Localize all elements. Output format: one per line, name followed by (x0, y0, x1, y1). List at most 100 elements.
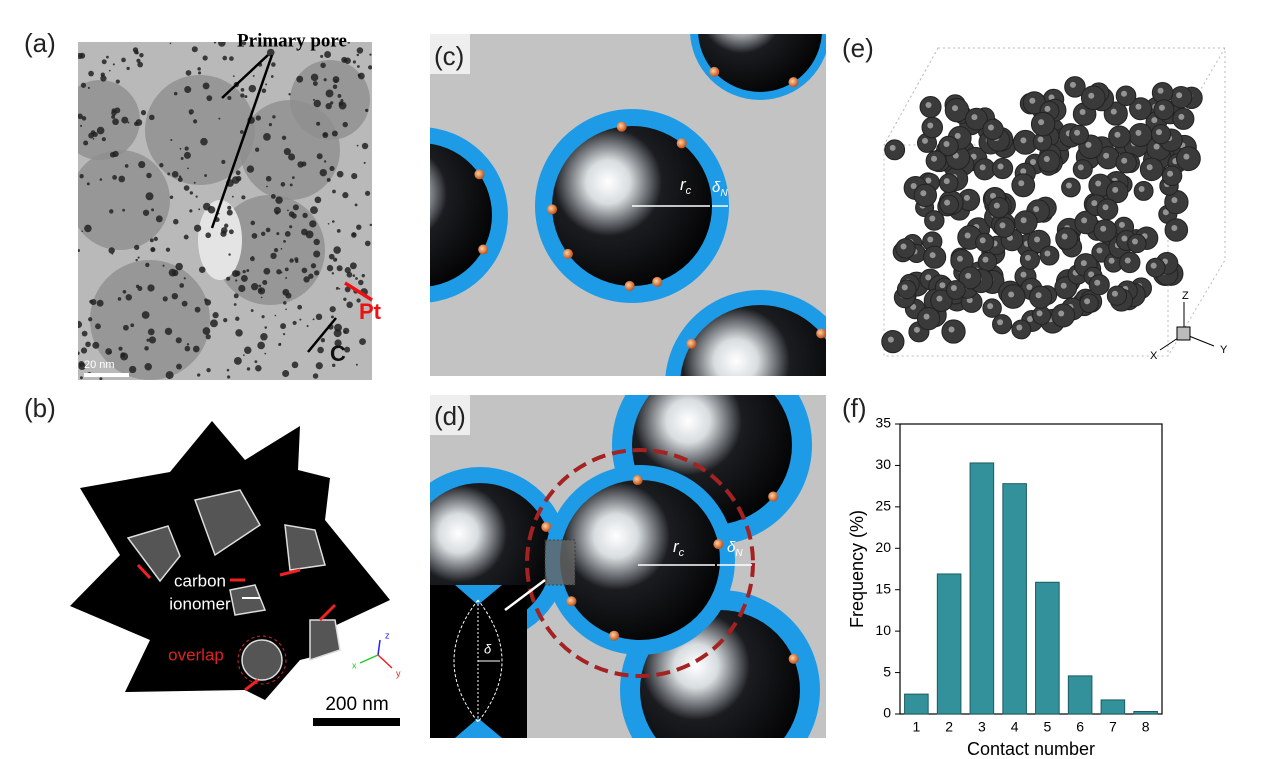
pt-dot (123, 324, 129, 331)
pt-dot (270, 252, 277, 260)
highlight (1103, 152, 1110, 159)
highlight (1171, 224, 1178, 231)
pt-dot (333, 246, 341, 254)
highlight (1100, 225, 1107, 232)
pt-dot (233, 303, 237, 306)
pt-dot (193, 224, 202, 232)
pt-dot (355, 363, 358, 366)
pt-dot (265, 227, 271, 233)
pt-dot (151, 208, 155, 212)
pt-dot (292, 204, 299, 211)
pt-dot (132, 47, 139, 53)
highlight (1074, 129, 1081, 136)
pt-dot (291, 361, 299, 369)
scale-label: 200 nm (325, 694, 388, 715)
pt-dot (79, 52, 86, 59)
symbol: δ (712, 179, 721, 196)
pt-dot (145, 192, 154, 201)
highlight (921, 137, 928, 144)
pt-dot (309, 220, 317, 228)
y-tick-label: 0 (883, 705, 891, 721)
highlight (1020, 168, 1027, 175)
pt-dot (356, 47, 364, 54)
tem-image (78, 42, 372, 380)
pt-dot (244, 95, 248, 99)
pt-dot (365, 190, 371, 196)
pt-dot (112, 175, 117, 180)
red-arrows (136, 563, 337, 692)
pt-dot (289, 183, 293, 187)
pt-dot (369, 223, 372, 227)
pt-dot (356, 144, 359, 147)
pt-dot (240, 88, 245, 92)
pt-dot (126, 66, 130, 71)
pt-dot (222, 55, 228, 61)
highlight (954, 132, 961, 139)
pt-dot (326, 177, 331, 182)
highlight (1060, 282, 1067, 289)
symbol: rc (673, 537, 685, 558)
pt-dot (238, 284, 246, 293)
highlight (979, 237, 986, 244)
pt-dot (226, 368, 230, 372)
pt-dot (251, 255, 254, 258)
pt-dot (135, 284, 140, 289)
pt-particle (609, 630, 620, 641)
pt-dot (135, 258, 138, 262)
highlight (910, 182, 917, 189)
carbon-core (560, 480, 720, 640)
axis-label: Y (1220, 344, 1228, 356)
highlight (956, 255, 963, 262)
pt-dot (272, 115, 276, 119)
highlight (936, 295, 943, 302)
tomogram (70, 421, 390, 700)
highlight (939, 282, 946, 289)
highlight (951, 105, 958, 112)
x-tick-label: 4 (1011, 719, 1019, 735)
pt-dot (179, 283, 185, 288)
pt-dot (329, 101, 334, 105)
pt-dot (179, 147, 182, 150)
pt-dot (223, 317, 228, 323)
highlight (929, 215, 936, 222)
pt-dot (118, 175, 126, 183)
pt-dot (312, 81, 318, 86)
pt-dot (168, 268, 177, 277)
annotation: Primary pore (237, 30, 347, 51)
highlight (987, 303, 994, 310)
pt-dot (320, 338, 326, 343)
pt-particle (652, 276, 663, 287)
pt-particle (713, 539, 724, 550)
pt-dot (184, 345, 191, 352)
highlight (1020, 137, 1027, 144)
highlight (948, 326, 955, 333)
pt-dot (250, 256, 255, 262)
pt-dot (233, 293, 239, 299)
pt-dot (274, 314, 277, 317)
pt-dot (193, 181, 196, 184)
pt-dot (251, 233, 258, 239)
pt-dot (283, 301, 287, 305)
arrow (504, 579, 546, 611)
highlight (1044, 250, 1051, 257)
overlap-mark (237, 635, 287, 685)
pt-dot (129, 365, 137, 374)
annotation: C (330, 341, 346, 366)
pt-dot (80, 347, 88, 354)
axis-triad (359, 639, 393, 669)
subscript: N (720, 188, 728, 199)
highlight (1155, 129, 1162, 136)
highlight (929, 252, 936, 259)
pt-dot (213, 42, 217, 44)
pt-dot (195, 195, 198, 198)
pt-dot (308, 273, 314, 279)
pt-dot (334, 79, 338, 83)
highlight (1044, 105, 1051, 112)
pt-dot (303, 276, 310, 283)
bar (1133, 711, 1158, 715)
pt-particle (632, 475, 643, 486)
annotation: ionomer (169, 594, 231, 613)
pt-dot (83, 140, 89, 146)
pt-dot (332, 84, 338, 89)
pt-dot (229, 56, 234, 61)
